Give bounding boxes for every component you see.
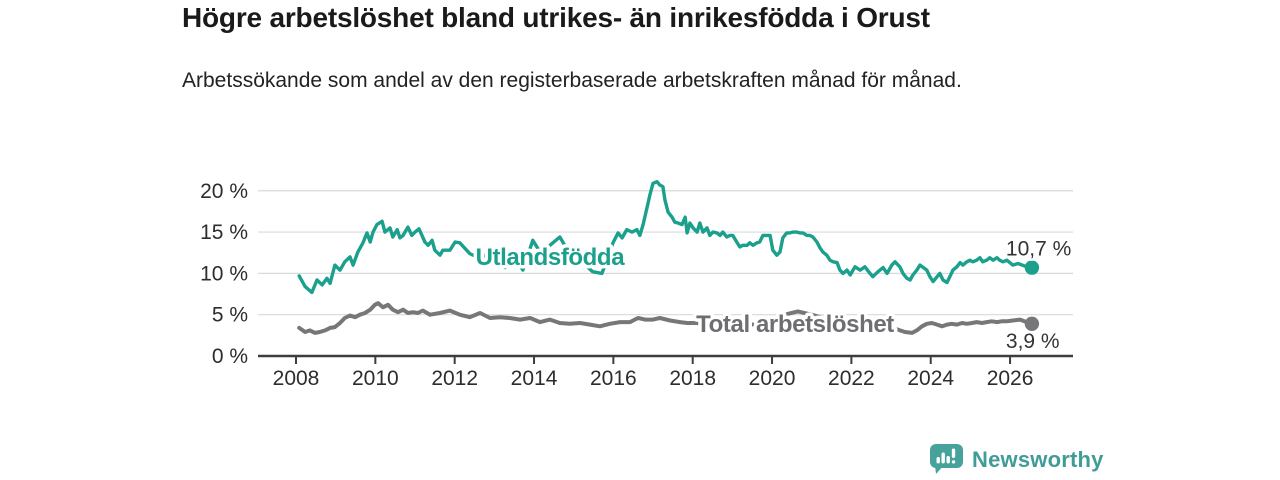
end-value-label-total: 3,9 % <box>1006 330 1060 353</box>
series-end-dot-utlandsfodda <box>1024 260 1040 275</box>
x-tick-label: 2008 <box>273 367 320 390</box>
y-tick-label: 10 % <box>200 262 248 285</box>
y-tick-label: 0 % <box>212 345 248 368</box>
x-tick-label: 2026 <box>987 367 1034 390</box>
newsworthy-bar-chart-bubble-icon <box>930 444 963 474</box>
x-tick-label: 2020 <box>749 367 796 390</box>
series-line-utlandsfodda <box>297 179 1034 295</box>
x-tick-label: 2024 <box>907 367 954 390</box>
end-value-label-utlandsfodda: 10,7 % <box>1006 238 1071 261</box>
page-title: Högre arbetslöshet bland utrikes- än inr… <box>182 2 930 33</box>
series-label-total: Total arbetslöshet <box>696 311 894 338</box>
y-tick-label: 20 % <box>200 180 248 203</box>
x-tick-label: 2014 <box>511 367 558 390</box>
x-tick-label: 2016 <box>590 367 637 390</box>
y-tick-label: 15 % <box>200 221 248 244</box>
x-tick-label: 2018 <box>669 367 716 390</box>
newsworthy-brand-text: Newsworthy <box>972 446 1104 472</box>
series-line-total <box>297 301 1034 335</box>
series-label-utlandsfodda: Utlandsfödda <box>476 244 626 271</box>
newsworthy-branding: Newsworthy <box>930 444 1104 475</box>
chart-subtitle: Arbetssökande som andel av den registerb… <box>182 69 962 92</box>
y-tick-label: 5 % <box>212 304 248 327</box>
x-tick-label: 2010 <box>352 367 399 390</box>
x-tick-label: 2012 <box>431 367 478 390</box>
series-end-dot-total <box>1024 316 1040 331</box>
x-tick-label: 2022 <box>828 367 875 390</box>
